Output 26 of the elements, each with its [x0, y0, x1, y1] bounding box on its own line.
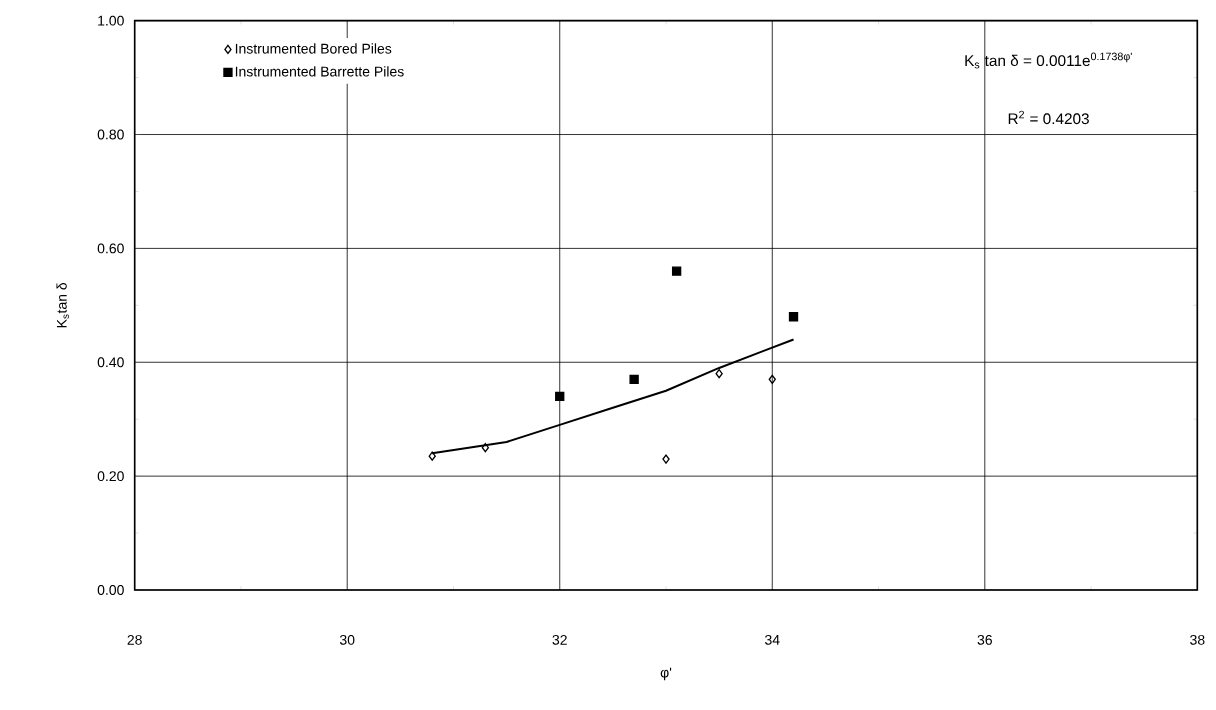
- point: [788, 312, 799, 322]
- point: [481, 442, 490, 453]
- y-tick-label: 0.40: [97, 357, 124, 368]
- x-tick-label: 36: [977, 634, 992, 645]
- x-tick-label: 32: [552, 634, 567, 645]
- point: [555, 391, 565, 402]
- legend-label: Instrumented Barrette Piles: [235, 66, 404, 77]
- y-tick-label: 1.00: [98, 15, 124, 26]
- y-axis-title: K$_{s}$tan δ: [56, 282, 69, 328]
- x-tick-label: 34: [765, 634, 780, 645]
- annotation: K$_{s}$ tan δ = 0.0011e$^{0.1738φ'}$: [965, 52, 1132, 69]
- y-tick-label: 0.00: [97, 585, 124, 595]
- point: [671, 266, 682, 276]
- point: [715, 368, 723, 379]
- point: [629, 374, 639, 385]
- x-axis-title: φ': [660, 667, 672, 681]
- y-tick-label: 0.80: [97, 129, 124, 140]
- legend-label: Instrumented Bored Piles: [235, 43, 392, 54]
- y-tick-label: 0.20: [97, 471, 124, 482]
- point: [662, 454, 670, 464]
- x-tick-label: 38: [1190, 634, 1205, 645]
- x-tick-label: 28: [127, 634, 142, 645]
- point: [768, 374, 776, 385]
- x-tick-label: 30: [339, 634, 355, 645]
- y-tick-label: 0.60: [97, 243, 124, 254]
- annotation: R$^{2}$ = 0.4203: [1008, 110, 1089, 125]
